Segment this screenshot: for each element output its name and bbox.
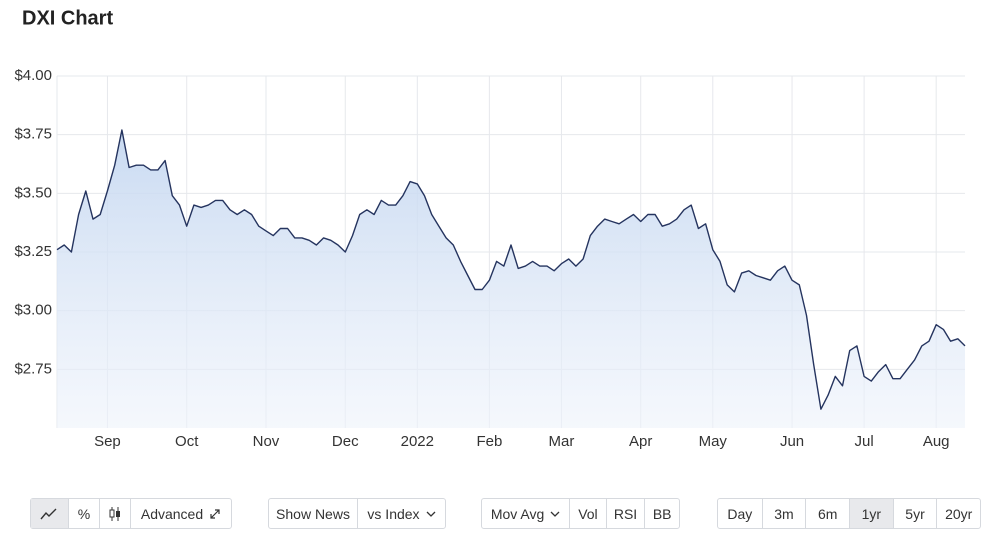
- overlay-group: Show News vs Index: [268, 498, 446, 529]
- x-tick-label: May: [699, 433, 728, 450]
- chart-type-group: % Advanced: [30, 498, 232, 529]
- expand-icon: [210, 508, 220, 519]
- x-tick-label: Apr: [629, 433, 652, 450]
- x-tick-label: Oct: [175, 433, 199, 450]
- rsi-button[interactable]: RSI: [605, 499, 645, 528]
- range-button[interactable]: 20yr: [936, 499, 980, 528]
- y-tick-label: $2.75: [14, 360, 52, 377]
- chevron-icon: [426, 511, 436, 517]
- range-button[interactable]: 1yr: [849, 499, 893, 528]
- indicator-group: Mov Avg Vol RSI BB: [481, 498, 680, 529]
- mov-avg-label: Mov Avg: [490, 505, 545, 522]
- x-tick-label: 2022: [401, 433, 434, 450]
- x-tick-label: Dec: [332, 433, 359, 450]
- range-button[interactable]: 6m: [805, 499, 849, 528]
- vs-index-button[interactable]: vs Index: [357, 499, 445, 528]
- advanced-label: Advanced: [140, 505, 204, 522]
- range-button[interactable]: Day: [727, 505, 753, 522]
- vol-button[interactable]: Vol: [569, 499, 606, 528]
- range-group: Day 3m 6m 1yr 5yr 20yr: [717, 498, 981, 529]
- y-tick-label: $4.00: [14, 67, 52, 84]
- vs-index-label: vs Index: [367, 505, 420, 522]
- mov-avg-button[interactable]: Mov Avg: [482, 499, 569, 528]
- percent-button[interactable]: %: [67, 499, 100, 528]
- x-tick-label: Mar: [549, 433, 575, 450]
- line-icon: [40, 508, 57, 519]
- line-chart-button[interactable]: [31, 499, 68, 528]
- line: [56, 129, 966, 410]
- chart: DXI Chart $2.75 $3.00 $3.25 $3.50 $3.75 $4.00…: [14, 7, 966, 450]
- y-tick-label: $3.25: [14, 243, 52, 260]
- y-tick-label: $3.50: [14, 184, 52, 201]
- show-news-button[interactable]: Show News: [276, 505, 350, 522]
- range-button[interactable]: 3m: [761, 499, 806, 528]
- area: [57, 130, 965, 428]
- y-tick-label: $3.00: [14, 302, 52, 319]
- x-tick-label: Jul: [855, 433, 874, 450]
- y-tick-label: $3.75: [14, 126, 52, 143]
- x-tick-label: Feb: [476, 433, 502, 450]
- candle-button[interactable]: [99, 499, 130, 528]
- advanced-button[interactable]: Advanced: [130, 499, 231, 528]
- x-tick-label: Aug: [923, 433, 950, 450]
- bb-button[interactable]: BB: [644, 499, 679, 528]
- x-tick-label: Jun: [780, 433, 804, 450]
- x-tick-label: Nov: [253, 433, 280, 450]
- range-button[interactable]: 5yr: [892, 499, 937, 528]
- chevron-icon: [550, 511, 560, 517]
- x-tick-label: Sep: [94, 433, 121, 450]
- chart-title: DXI Chart: [22, 7, 113, 29]
- candle-icon: [109, 506, 121, 521]
